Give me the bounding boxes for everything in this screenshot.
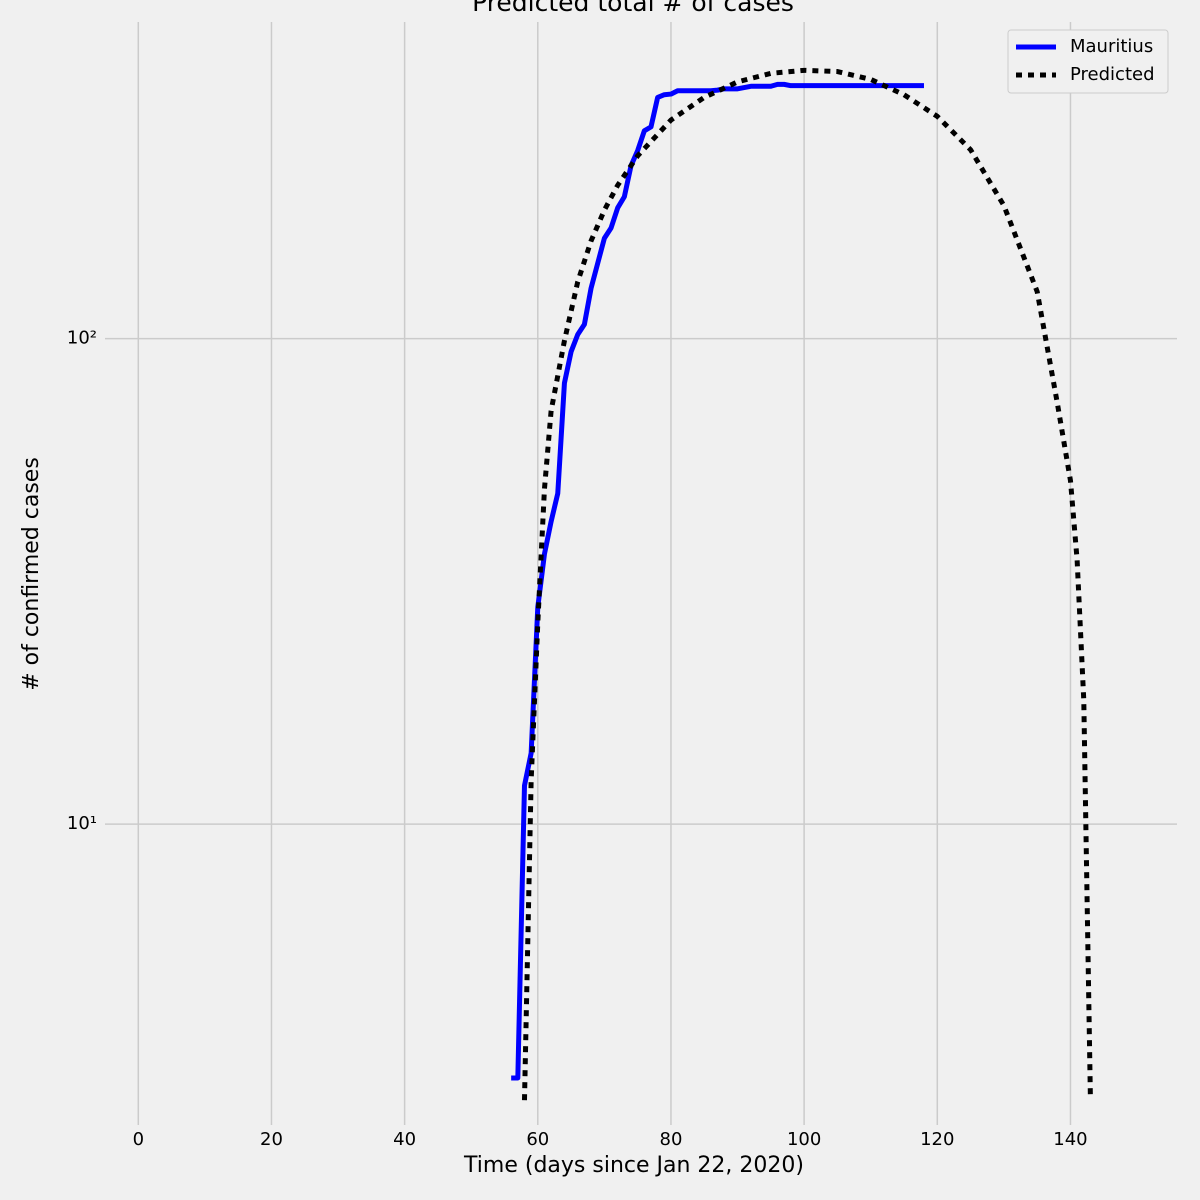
series-line	[511, 81, 924, 1081]
x-tick-label: 60	[526, 1129, 549, 1150]
y-tick-label: 10¹	[67, 813, 97, 834]
y-tick-label: 10²	[67, 328, 97, 349]
plot-area	[511, 67, 1093, 1101]
grid	[105, 22, 1177, 1125]
x-tick-label: 40	[393, 1129, 416, 1150]
series-line	[521, 67, 1093, 1101]
legend: Mauritius Predicted	[1007, 29, 1169, 94]
y-axis-label: # of confirmed cases	[19, 457, 44, 691]
chart-title: Predicted total # of cases	[472, 0, 794, 17]
legend-label: Mauritius	[1070, 36, 1153, 57]
x-axis-label: Time (days since Jan 22, 2020)	[463, 1153, 804, 1178]
x-tick-label: 100	[787, 1129, 821, 1150]
x-tick-label: 140	[1053, 1129, 1087, 1150]
labels: 0 20 40 60 80 100 120 140 10¹ 10²	[67, 328, 1088, 1150]
x-tick-label: 120	[920, 1129, 954, 1150]
x-tick-label: 80	[660, 1129, 683, 1150]
legend-label: Predicted	[1070, 64, 1155, 85]
x-tick-label: 20	[260, 1129, 283, 1150]
x-tick-label: 0	[133, 1129, 144, 1150]
